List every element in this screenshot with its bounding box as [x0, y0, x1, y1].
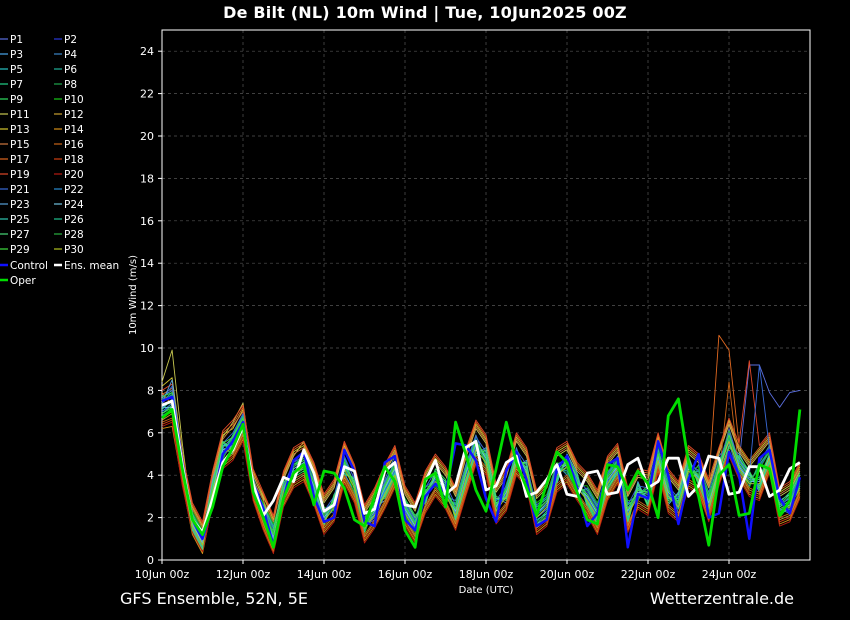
x-tick-label: 12Jun 00z: [216, 568, 271, 581]
footer-source: Wetterzentrale.de: [649, 589, 794, 608]
y-tick-label: 12: [140, 300, 154, 313]
legend-label: P17: [10, 154, 30, 166]
legend-label: P1: [10, 34, 23, 46]
legend-label: P13: [10, 124, 30, 136]
legend-label: P30: [64, 244, 84, 256]
x-tick-label: 20Jun 00z: [540, 568, 595, 581]
x-tick-label: 22Jun 00z: [621, 568, 676, 581]
legend-label: P2: [64, 34, 77, 46]
legend-label: P18: [64, 154, 84, 166]
legend-label: P24: [64, 199, 84, 211]
y-tick-label: 2: [147, 512, 154, 525]
y-tick-label: 20: [140, 130, 154, 143]
legend-label: P4: [64, 49, 77, 61]
chart-title: De Bilt (NL) 10m Wind | Tue, 10Jun2025 0…: [223, 3, 627, 22]
legend-label: P23: [10, 199, 30, 211]
legend-label: P3: [10, 49, 23, 61]
legend-label: P6: [64, 64, 77, 76]
y-tick-label: 22: [140, 88, 154, 101]
series-line-control: [161, 395, 802, 549]
legend-label: P21: [10, 184, 30, 196]
y-axis-label: 10m Wind (m/s): [128, 255, 139, 335]
legend-label: P27: [10, 229, 30, 241]
legend-label: P19: [10, 169, 30, 181]
legend-label: P5: [10, 64, 23, 76]
y-tick-label: 4: [147, 469, 154, 482]
series-line-oper: [161, 397, 802, 549]
series-line-p19: [161, 360, 801, 523]
y-tick-label: 6: [147, 427, 154, 440]
y-tick-label: 14: [140, 257, 154, 270]
legend: P1 P2 P3 P4 P5 P6 P7 P8 P9 P10 P11 P12 P13 P14 P15 P16 P…: [0, 34, 119, 287]
legend-label: P25: [10, 214, 30, 226]
legend-label: P12: [64, 109, 84, 121]
legend-label: P15: [10, 139, 30, 151]
y-tick-label: 16: [140, 215, 154, 228]
legend-label: P10: [64, 94, 84, 106]
x-tick-label: 10Jun 00z: [135, 568, 190, 581]
x-tick-label: 18Jun 00z: [459, 568, 514, 581]
x-tick-label: 14Jun 00z: [297, 568, 352, 581]
legend-label: P29: [10, 244, 30, 256]
legend-label: P16: [64, 139, 84, 151]
y-tick-label: 10: [140, 342, 154, 355]
legend-label: P11: [10, 109, 30, 121]
legend-label: P28: [64, 229, 84, 241]
footer-model: GFS Ensemble, 52N, 5E: [120, 589, 308, 608]
series-line-ens-mean: [161, 399, 801, 534]
legend-label: P7: [10, 79, 23, 91]
legend-label: P8: [64, 79, 77, 91]
legend-label: P9: [10, 94, 23, 106]
legend-label: P14: [64, 124, 84, 136]
x-tick-label: 16Jun 00z: [378, 568, 433, 581]
series-line-p29: [161, 392, 801, 536]
y-tick-label: 18: [140, 172, 154, 185]
legend-label: P22: [64, 184, 84, 196]
x-axis-label: Date (UTC): [459, 585, 514, 596]
x-tick-label: 24Jun 00z: [702, 568, 757, 581]
series-lines: [161, 334, 802, 555]
legend-label: Control: [10, 260, 48, 272]
legend-label: P20: [64, 169, 84, 181]
y-tick-label: 24: [140, 45, 154, 58]
grid-lines: [162, 30, 810, 560]
legend-label: Ens. mean: [64, 260, 119, 272]
legend-label: Oper: [10, 275, 36, 287]
legend-label: P26: [64, 214, 84, 226]
y-tick-label: 0: [147, 554, 154, 567]
series-line-p15: [161, 387, 801, 529]
y-tick-label: 8: [147, 384, 154, 397]
